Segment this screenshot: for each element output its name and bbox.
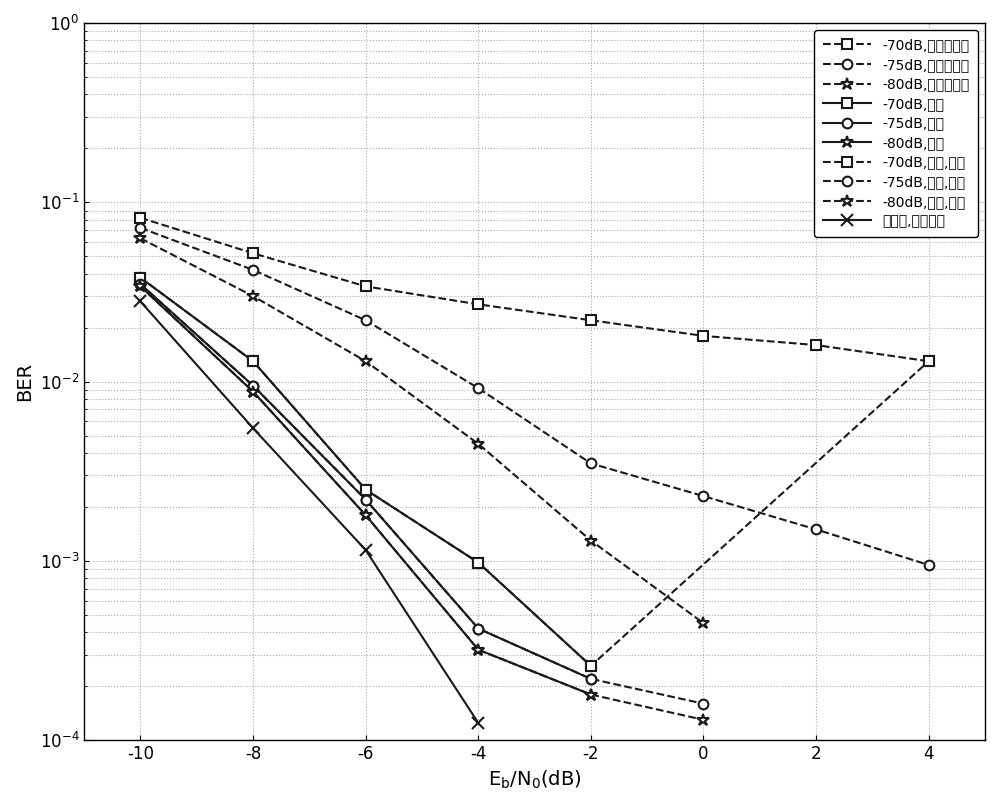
- -80dB,补偄,化简: [585, 690, 597, 700]
- -70dB,补偄: [472, 558, 484, 567]
- -70dB,补偄: [585, 661, 597, 671]
- 无相噪,理想信道: [472, 718, 484, 728]
- Line: 无相噪,理想信道: 无相噪,理想信道: [135, 296, 484, 729]
- -80dB,无相噪补偄: [360, 356, 372, 366]
- -80dB,补偄: [585, 690, 597, 700]
- -70dB,无相噪补偄: [134, 213, 146, 222]
- -70dB,补偄,化简: [472, 558, 484, 567]
- Line: -70dB,无相噪补偄: -70dB,无相噪补偄: [136, 213, 934, 366]
- -80dB,补偄,化简: [134, 281, 146, 291]
- -80dB,无相噪补偄: [134, 234, 146, 243]
- -80dB,补偄,化简: [360, 510, 372, 520]
- Line: -80dB,无相噪补偄: -80dB,无相噪补偄: [134, 232, 710, 629]
- -80dB,无相噪补偄: [472, 439, 484, 449]
- -70dB,补偄,化简: [360, 484, 372, 494]
- X-axis label: $\mathrm{E_b/N_0}$(dB): $\mathrm{E_b/N_0}$(dB): [488, 769, 581, 791]
- -70dB,无相噪补偄: [247, 248, 259, 258]
- -75dB,无相噪补偄: [472, 384, 484, 393]
- -75dB,无相噪补偄: [360, 315, 372, 325]
- 无相噪,理想信道: [360, 545, 372, 555]
- -70dB,补偄: [360, 484, 372, 494]
- -75dB,无相噪补偄: [134, 223, 146, 233]
- -70dB,无相噪补偄: [697, 331, 709, 341]
- -70dB,无相噪补偄: [472, 300, 484, 310]
- -75dB,补偄: [247, 380, 259, 390]
- -75dB,补偄,化简: [585, 674, 597, 683]
- -70dB,无相噪补偄: [923, 356, 935, 366]
- -80dB,无相噪补偄: [247, 291, 259, 301]
- -70dB,补偄: [247, 356, 259, 366]
- -70dB,无相噪补偄: [585, 315, 597, 325]
- -75dB,补偄,化简: [697, 699, 709, 708]
- -80dB,无相噪补偄: [585, 536, 597, 546]
- -70dB,补偄: [134, 273, 146, 283]
- -80dB,补偄,化简: [247, 387, 259, 397]
- -75dB,无相噪补偄: [247, 265, 259, 275]
- -80dB,补偄: [134, 281, 146, 291]
- -75dB,补偄: [585, 674, 597, 683]
- 无相噪,理想信道: [134, 297, 146, 306]
- -75dB,补偄,化简: [247, 380, 259, 390]
- Line: -70dB,补偄,化简: -70dB,补偄,化简: [136, 273, 934, 671]
- Line: -80dB,补偄,化简: -80dB,补偄,化简: [134, 280, 710, 726]
- 无相噪,理想信道: [247, 423, 259, 433]
- -70dB,补偄,化简: [585, 661, 597, 671]
- Line: -80dB,补偄: -80dB,补偄: [134, 280, 597, 700]
- -75dB,补偄: [472, 624, 484, 634]
- Legend: -70dB,无相噪补偄, -75dB,无相噪补偄, -80dB,无相噪补偄, -70dB,补偄, -75dB,补偄, -80dB,补偄, -70dB,补偄,化简: -70dB,无相噪补偄, -75dB,无相噪补偄, -80dB,无相噪补偄, -…: [814, 30, 978, 237]
- Y-axis label: BER: BER: [15, 362, 34, 401]
- -80dB,补偄,化简: [472, 645, 484, 654]
- -75dB,补偄,化简: [134, 279, 146, 289]
- -70dB,无相噪补偄: [360, 281, 372, 291]
- -70dB,补偄,化简: [247, 356, 259, 366]
- -70dB,无相噪补偄: [810, 340, 822, 350]
- -70dB,补偄,化简: [923, 356, 935, 366]
- -75dB,补偄: [360, 495, 372, 505]
- -75dB,补偄,化简: [472, 624, 484, 634]
- -80dB,补偄: [247, 387, 259, 397]
- Line: -75dB,补偄,化简: -75dB,补偄,化简: [136, 279, 708, 708]
- -75dB,无相噪补偄: [697, 492, 709, 501]
- -80dB,补偄: [472, 645, 484, 654]
- -75dB,无相噪补偄: [810, 525, 822, 534]
- -80dB,补偄,化简: [697, 715, 709, 725]
- Line: -75dB,无相噪补偄: -75dB,无相噪补偄: [136, 223, 934, 570]
- -70dB,补偄,化简: [134, 273, 146, 283]
- -75dB,补偄: [134, 279, 146, 289]
- -80dB,无相噪补偄: [697, 618, 709, 628]
- -75dB,补偄,化简: [360, 495, 372, 505]
- -75dB,无相噪补偄: [923, 560, 935, 570]
- -75dB,无相噪补偄: [585, 459, 597, 468]
- Line: -70dB,补偄: -70dB,补偄: [136, 273, 596, 671]
- -80dB,补偄: [360, 510, 372, 520]
- Line: -75dB,补偄: -75dB,补偄: [136, 279, 596, 683]
